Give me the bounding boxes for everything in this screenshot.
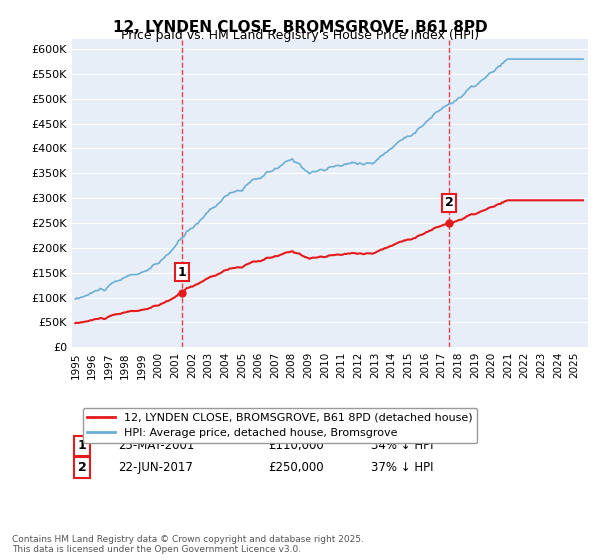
Text: 2: 2 (78, 461, 86, 474)
Legend: 12, LYNDEN CLOSE, BROMSGROVE, B61 8PD (detached house), HPI: Average price, deta: 12, LYNDEN CLOSE, BROMSGROVE, B61 8PD (d… (83, 408, 477, 443)
Text: 1: 1 (178, 265, 186, 279)
Text: 37% ↓ HPI: 37% ↓ HPI (371, 461, 434, 474)
Text: Price paid vs. HM Land Registry's House Price Index (HPI): Price paid vs. HM Land Registry's House … (121, 29, 479, 42)
Text: £110,000: £110,000 (268, 439, 324, 452)
Text: £250,000: £250,000 (268, 461, 324, 474)
Text: 12, LYNDEN CLOSE, BROMSGROVE, B61 8PD: 12, LYNDEN CLOSE, BROMSGROVE, B61 8PD (113, 20, 487, 35)
Text: 2: 2 (445, 196, 454, 209)
Text: 22-JUN-2017: 22-JUN-2017 (118, 461, 193, 474)
Text: 1: 1 (78, 439, 86, 452)
Text: Contains HM Land Registry data © Crown copyright and database right 2025.
This d: Contains HM Land Registry data © Crown c… (12, 535, 364, 554)
Text: 34% ↓ HPI: 34% ↓ HPI (371, 439, 434, 452)
Text: 25-MAY-2001: 25-MAY-2001 (118, 439, 195, 452)
